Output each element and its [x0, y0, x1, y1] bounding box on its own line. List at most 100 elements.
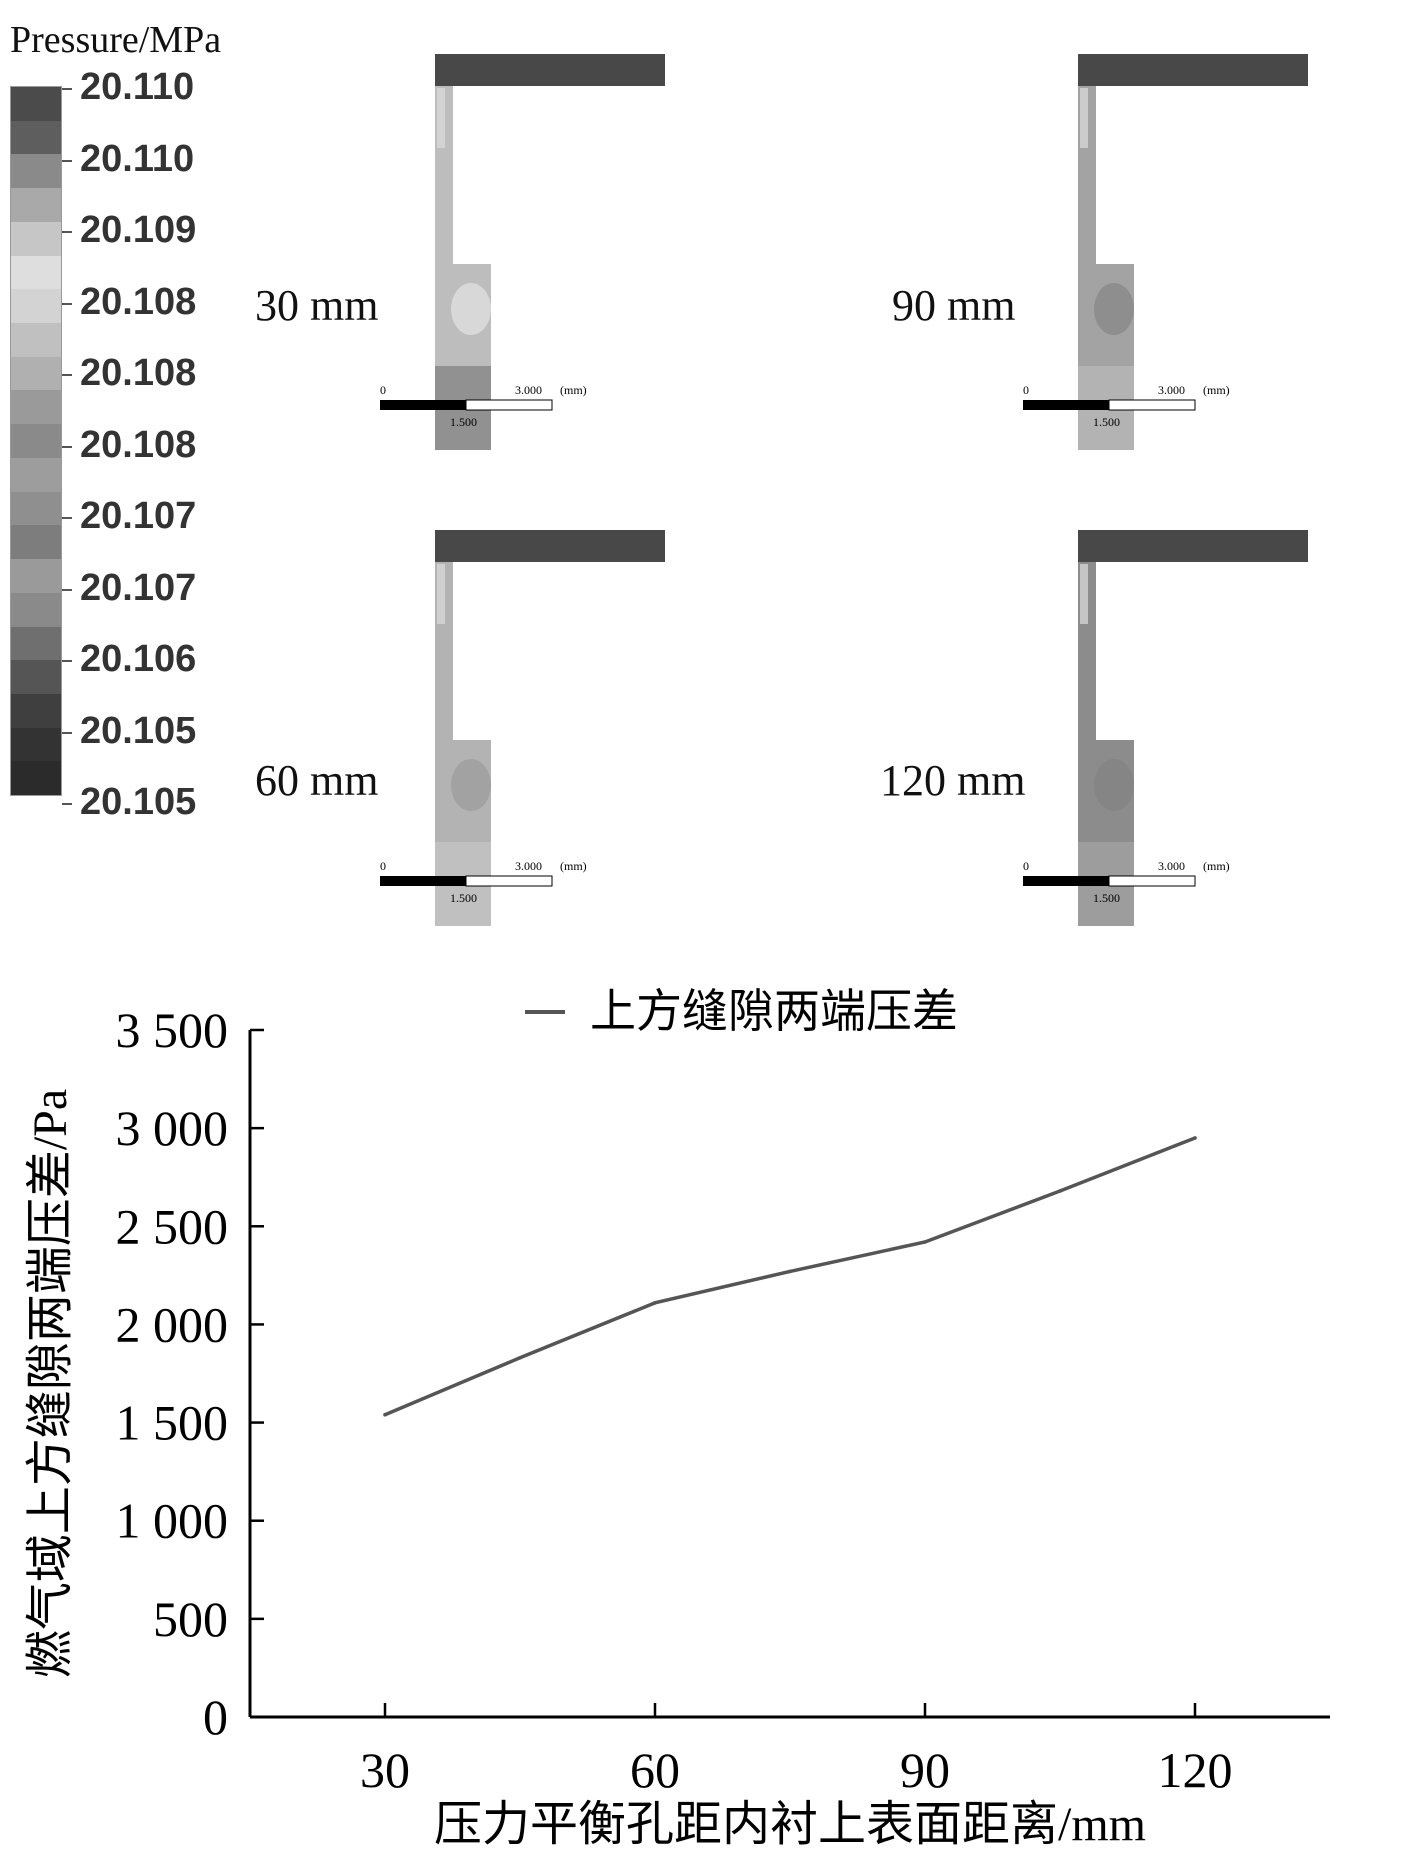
data-point: [383, 1412, 387, 1417]
scale-unit: (mm): [1203, 859, 1230, 873]
colorbar-tick: [62, 231, 72, 233]
line-chart: 0 500 1 000 1 500 2 000 2 500 3 000 3 500 30 60 90…: [24, 986, 1330, 1850]
colorbar-tick: [62, 88, 72, 90]
x-tick-label: 30: [360, 1742, 410, 1798]
scale-unit: (mm): [1203, 383, 1230, 397]
y-axis-label: 燃气域上方缝隙两端压差/Pa: [24, 1089, 77, 1678]
scale-bar-black: [1023, 876, 1109, 886]
colorbar-band: [11, 693, 61, 728]
data-point: [1193, 1136, 1197, 1140]
colorbar-label: 20.105: [80, 709, 197, 752]
colorbar-tick: [62, 374, 72, 376]
colorbar-band: [11, 761, 61, 796]
scale-zero: 0: [380, 859, 386, 873]
colorbar-label: 20.106: [80, 638, 197, 680]
colorbar-label: 20.108: [80, 352, 197, 394]
scale-mid: 1.500: [450, 415, 477, 429]
panel-gap-highlight: [1080, 88, 1088, 148]
scale-unit: (mm): [560, 859, 587, 873]
colorbar-band: [11, 323, 61, 357]
y-tick-label: 1 500: [116, 1395, 229, 1451]
data-point: [923, 1240, 927, 1244]
scale-end: 3.000: [1158, 859, 1185, 873]
colorbar-label: 20.107: [80, 495, 197, 537]
colorbar-label: 20.110: [80, 137, 195, 180]
colorbar-tick: [62, 445, 72, 448]
colorbar-tick: [62, 588, 72, 591]
colorbar-tick: [62, 731, 72, 734]
colorbar-tick: [62, 803, 72, 805]
scale-zero: 0: [380, 383, 386, 397]
scale-bar-white: [465, 875, 553, 887]
legend-title: Pressure/MPa: [10, 19, 222, 61]
scale-bar-white: [1108, 399, 1196, 411]
scale-bar-white: [465, 399, 553, 411]
panel-label: 120 mm: [880, 756, 1026, 805]
scale-zero: 0: [1023, 383, 1029, 397]
scale-bar-black: [380, 876, 466, 886]
scale-zero: 0: [1023, 859, 1029, 873]
panel-top-bar: [435, 530, 665, 562]
scale-bar-black: [380, 400, 466, 410]
colorbar-label: 20.107: [80, 566, 197, 609]
panel-label: 60 mm: [255, 756, 379, 805]
colorbar-tick: [62, 660, 72, 662]
colorbar-band: [11, 289, 61, 324]
colorbar: [10, 86, 62, 796]
colorbar-tick: [62, 159, 72, 162]
colorbar-band: [11, 120, 61, 155]
scale-mid: 1.500: [450, 891, 477, 905]
colorbar-label: 20.108: [80, 280, 197, 323]
data-point: [1058, 1189, 1062, 1193]
scale-mid: 1.500: [1093, 891, 1120, 905]
colorbar-band: [11, 255, 61, 290]
y-tick-label: 3 000: [116, 1100, 229, 1156]
y-tick-label: 3 500: [116, 1002, 229, 1058]
panel-gap-highlight: [1080, 564, 1088, 624]
scale-bar-white: [1108, 875, 1196, 887]
colorbar-tick: [62, 302, 72, 305]
data-point: [518, 1355, 522, 1360]
scale-end: 3.000: [515, 383, 542, 397]
colorbar-band: [11, 457, 61, 492]
x-tick-label: 60: [630, 1742, 680, 1798]
colorbar-band: [11, 491, 61, 526]
colorbar-band: [11, 221, 61, 256]
colorbar-band: [11, 154, 61, 189]
y-tick-label: 2 500: [116, 1198, 229, 1254]
x-axis-label: 压力平衡孔距内衬上表面距离/mm: [434, 1798, 1146, 1850]
panel-contour-blob: [451, 759, 491, 811]
panel-top-bar: [1078, 54, 1308, 86]
y-tick-label: 2 000: [116, 1296, 229, 1352]
panel-label: 90 mm: [892, 281, 1016, 330]
series-line: [384, 1136, 1196, 1417]
colorbar-band: [11, 727, 61, 762]
contour-panel: 0 3.000 (mm) 1.500: [1023, 530, 1308, 926]
scale-end: 3.000: [1158, 383, 1185, 397]
contour-panel: 0 3.000 (mm) 1.500: [380, 530, 665, 926]
colorbar-band: [11, 626, 61, 661]
colorbar-band: [11, 424, 61, 458]
colorbar-label: 20.108: [80, 423, 197, 466]
colorbar-band: [11, 87, 61, 121]
colorbar-band: [11, 660, 61, 694]
y-tick-label: 1 000: [116, 1493, 229, 1549]
x-tick-label: 120: [1158, 1742, 1233, 1798]
contour-panels: 0 3.000 (mm) 1.500 0 3.000 (mm) 1.500 0 3.000 (mm)…: [380, 54, 1308, 926]
panel-top-bar: [1078, 530, 1308, 562]
legend-label: 上方缝隙两端压差: [590, 986, 958, 1037]
panel-contour-blob: [451, 283, 491, 335]
contour-panel: 0 3.000 (mm) 1.500: [1023, 54, 1308, 450]
scale-unit: (mm): [560, 383, 587, 397]
panel-contour-blob: [1094, 283, 1134, 335]
colorbar-band: [11, 188, 61, 222]
panel-label: 30 mm: [255, 281, 379, 330]
y-tick-label: 0: [203, 1689, 228, 1745]
colorbar-band: [11, 525, 61, 560]
x-tick-label: 90: [900, 1742, 950, 1798]
data-point: [653, 1301, 657, 1305]
data-point: [788, 1269, 792, 1274]
scale-end: 3.000: [515, 859, 542, 873]
colorbar-label: 20.105: [80, 781, 197, 823]
panel-gap-highlight: [437, 564, 445, 624]
